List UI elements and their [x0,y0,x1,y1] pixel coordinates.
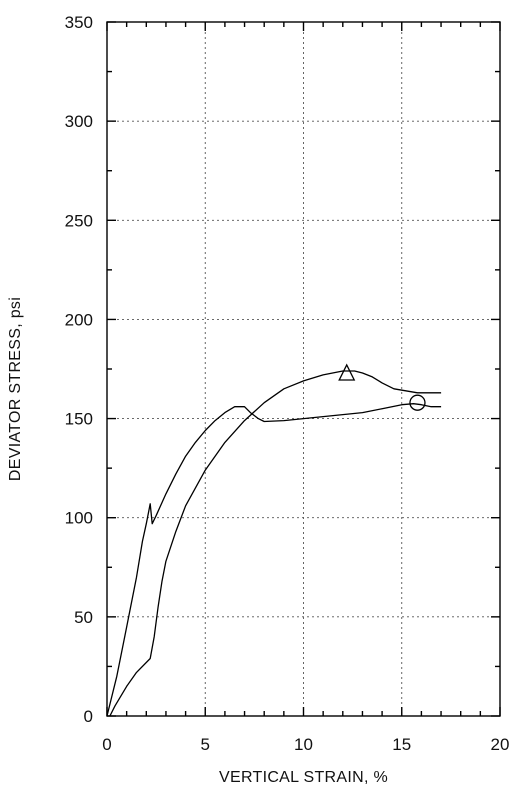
y-tick-label: 150 [65,410,93,429]
tick-labels: 0 50 100 150 200 250 300 350 0 5 10 15 20 [65,13,510,754]
triangle-marker [338,363,356,381]
y-tick-label: 300 [65,112,93,131]
y-tick-label: 0 [84,707,93,726]
series-1-line [109,370,442,717]
x-tick-label: 15 [392,735,411,754]
y-tick-label: 50 [74,608,93,627]
circle-marker [409,394,426,411]
y-tick-label: 200 [65,310,93,329]
x-tick-label: 5 [201,735,210,754]
y-tick-label: 350 [65,13,93,32]
y-axis-title: DEVIATOR STRESS, psi [7,297,24,481]
axis-ticks [106,21,501,717]
y-tick-label: 100 [65,509,93,528]
grid-lines [107,22,500,716]
x-axis-title: VERTICAL STRAIN, % [219,769,388,786]
x-tick-label: 20 [491,735,510,754]
x-tick-label: 0 [102,735,111,754]
data-series [106,363,442,717]
y-tick-label: 250 [65,211,93,230]
series-2-line [106,403,442,717]
x-tick-label: 10 [294,735,313,754]
